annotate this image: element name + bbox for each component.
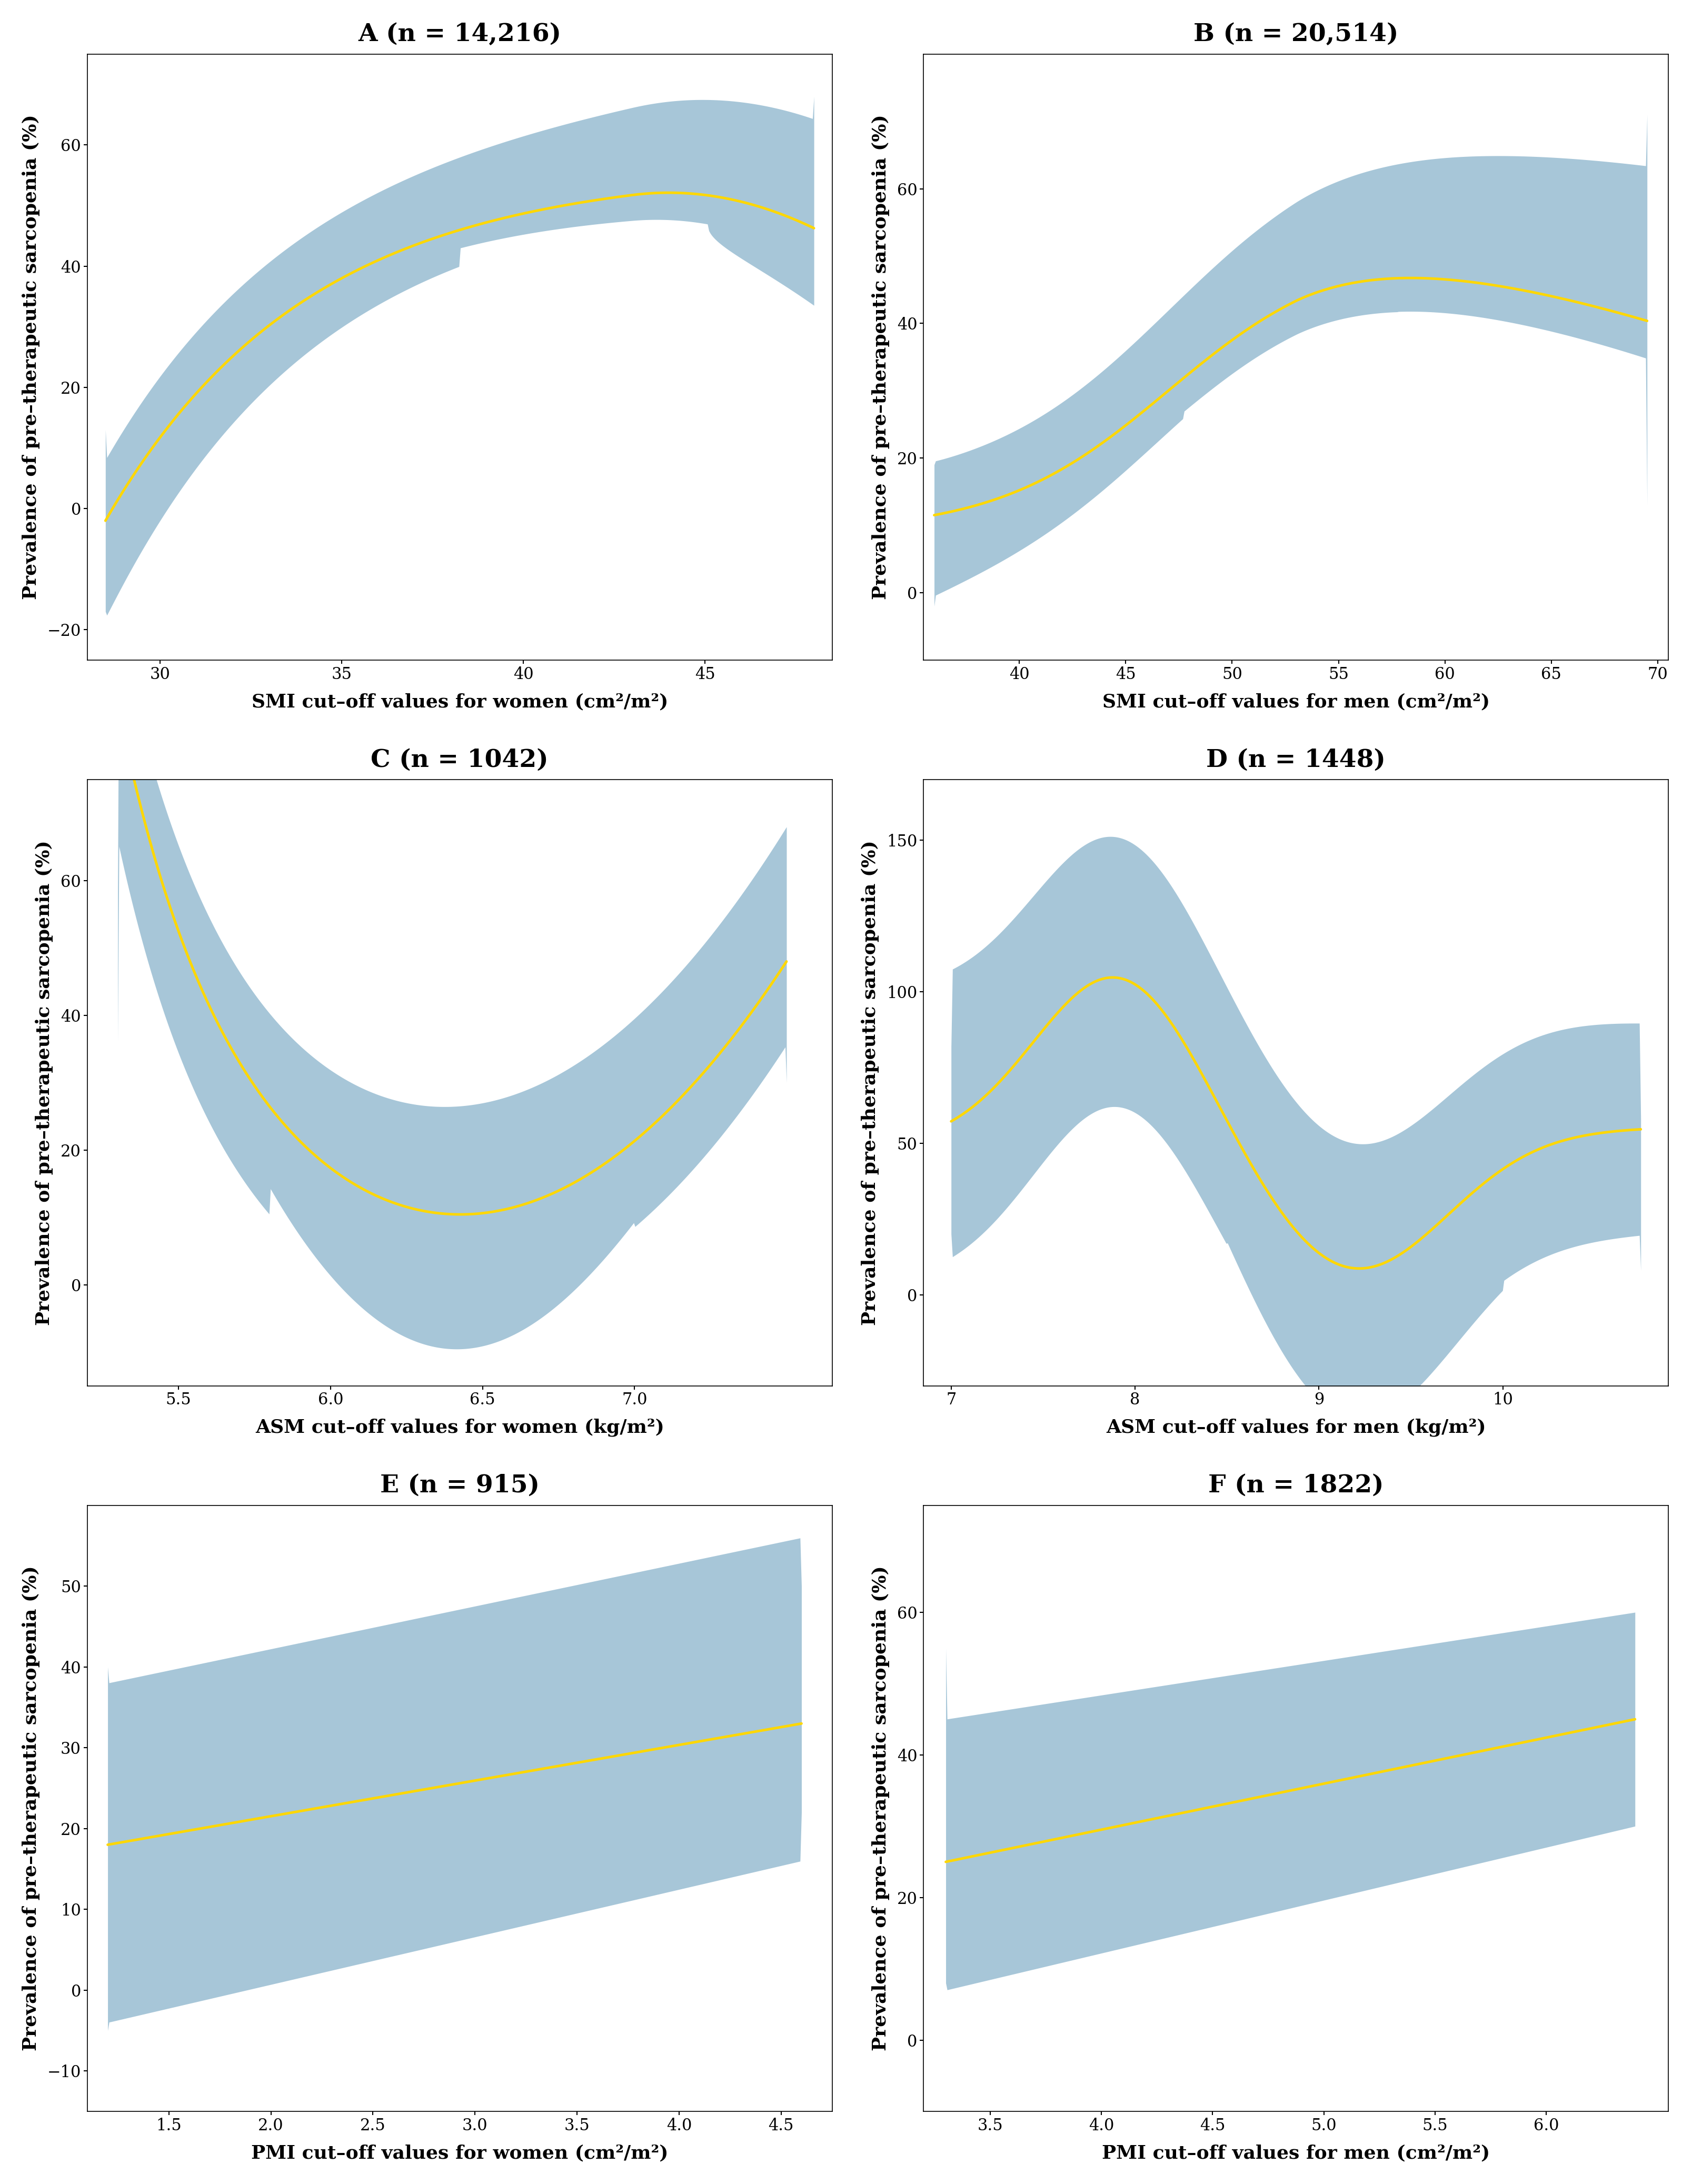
X-axis label: PMI cut–off values for men (cm²/m²): PMI cut–off values for men (cm²/m²)	[1101, 2145, 1491, 2162]
Title: B (n = 20,514): B (n = 20,514)	[1193, 22, 1399, 46]
Title: D (n = 1448): D (n = 1448)	[1206, 747, 1386, 771]
X-axis label: SMI cut–off values for women (cm²/m²): SMI cut–off values for women (cm²/m²)	[252, 692, 668, 710]
Y-axis label: Prevalence of pre–therapeutic sarcopenia (%): Prevalence of pre–therapeutic sarcopenia…	[871, 1566, 890, 2051]
Title: C (n = 1042): C (n = 1042)	[371, 747, 548, 771]
Title: E (n = 915): E (n = 915)	[381, 1474, 540, 1498]
Title: F (n = 1822): F (n = 1822)	[1208, 1474, 1384, 1498]
X-axis label: ASM cut–off values for men (kg/m²): ASM cut–off values for men (kg/m²)	[1107, 1417, 1486, 1437]
Y-axis label: Prevalence of pre–therapeutic sarcopenia (%): Prevalence of pre–therapeutic sarcopenia…	[861, 841, 880, 1326]
Y-axis label: Prevalence of pre–therapeutic sarcopenia (%): Prevalence of pre–therapeutic sarcopenia…	[36, 841, 52, 1326]
X-axis label: ASM cut–off values for women (kg/m²): ASM cut–off values for women (kg/m²)	[255, 1417, 665, 1437]
Title: A (n = 14,216): A (n = 14,216)	[359, 22, 562, 46]
Y-axis label: Prevalence of pre–therapeutic sarcopenia (%): Prevalence of pre–therapeutic sarcopenia…	[22, 114, 41, 601]
X-axis label: SMI cut–off values for men (cm²/m²): SMI cut–off values for men (cm²/m²)	[1101, 692, 1489, 710]
Y-axis label: Prevalence of pre–therapeutic sarcopenia (%): Prevalence of pre–therapeutic sarcopenia…	[871, 114, 890, 601]
Y-axis label: Prevalence of pre–therapeutic sarcopenia (%): Prevalence of pre–therapeutic sarcopenia…	[22, 1566, 41, 2051]
X-axis label: PMI cut–off values for women (cm²/m²): PMI cut–off values for women (cm²/m²)	[250, 2145, 668, 2162]
